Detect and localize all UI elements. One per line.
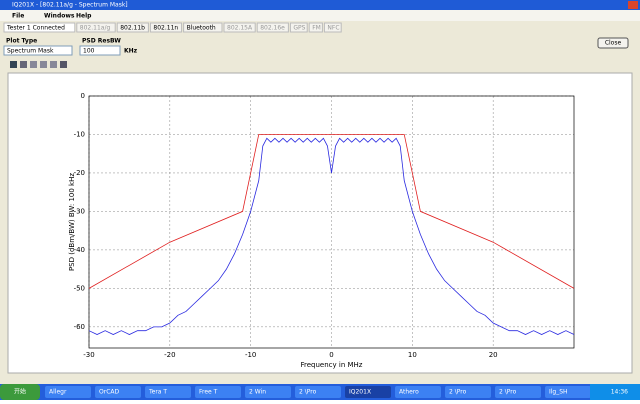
tab-label: 802.15A: [227, 25, 253, 32]
x-tick-label: 0: [329, 351, 333, 359]
tab-label: 802.11n: [153, 25, 178, 32]
tool-icon[interactable]: [50, 61, 57, 68]
menu-bar: [0, 10, 640, 21]
task-label: Allegr: [49, 389, 67, 396]
menu-item[interactable]: Windows: [44, 13, 75, 20]
task-button[interactable]: [545, 386, 591, 398]
task-label: 2 \Pro: [299, 389, 317, 396]
task-button[interactable]: [45, 386, 91, 398]
close-button[interactable]: [597, 37, 629, 49]
tool-icon[interactable]: [10, 61, 17, 68]
y-tick-label: 0: [81, 92, 85, 100]
tab-label: 802.11b: [120, 25, 145, 32]
task-label: 2 \Pro: [449, 389, 467, 396]
y-tick-label: -10: [74, 130, 85, 138]
tab-label: FM: [312, 25, 321, 32]
x-tick-label: 20: [489, 351, 498, 359]
x-axis-label: Frequency in MHz: [301, 361, 363, 369]
input-value: 100: [83, 48, 95, 55]
menu-item[interactable]: Help: [76, 13, 92, 20]
tab[interactable]: [323, 22, 342, 33]
tab-label: NFC: [327, 25, 339, 32]
tab[interactable]: [223, 22, 256, 33]
x-tick-label: -10: [245, 351, 256, 359]
y-tick-label: -40: [74, 246, 85, 254]
tool-icon[interactable]: [60, 61, 67, 68]
tab[interactable]: [256, 22, 289, 33]
tab[interactable]: [149, 22, 183, 33]
select-value: Spectrum Mask: [7, 48, 54, 55]
tab[interactable]: [3, 22, 76, 33]
tab-label: Bluetooth: [187, 25, 216, 32]
y-tick-label: -60: [74, 323, 85, 331]
series-line: [88, 134, 575, 289]
task-label: 2 \Pro: [499, 389, 517, 396]
plot-frame: [88, 95, 575, 349]
task-button[interactable]: [395, 386, 441, 398]
x-tick-label: 10: [408, 351, 417, 359]
task-button[interactable]: [95, 386, 141, 398]
plot-type-select[interactable]: [3, 45, 73, 56]
tab[interactable]: [76, 22, 116, 33]
task-label: Tera T: [148, 389, 167, 396]
task-button[interactable]: [295, 386, 341, 398]
toolbar: [10, 61, 67, 68]
task-label: IQ201X: [349, 389, 371, 396]
button-label: Close: [605, 40, 622, 47]
start-button[interactable]: [0, 384, 40, 400]
task-button[interactable]: [145, 386, 191, 398]
tab-label: 802.16e: [260, 25, 285, 32]
close-icon[interactable]: [628, 1, 638, 9]
tab[interactable]: [183, 22, 223, 33]
tool-icon[interactable]: [30, 61, 37, 68]
task-label: OrCAD: [99, 389, 119, 396]
clock: 14:36: [611, 389, 628, 396]
tab[interactable]: [308, 22, 323, 33]
task-label: Athero: [399, 389, 419, 396]
title-bar: [0, 0, 640, 10]
tool-icon[interactable]: [40, 61, 47, 68]
tab[interactable]: [116, 22, 149, 33]
task-button[interactable]: [445, 386, 491, 398]
label: PSD ResBW: [82, 38, 121, 45]
x-tick-label: -30: [83, 351, 94, 359]
unit: KHz: [124, 48, 138, 55]
resbw-input[interactable]: [79, 45, 121, 56]
task-label: Ilg_SH: [549, 389, 568, 396]
task-button[interactable]: [245, 386, 291, 398]
tab[interactable]: [289, 22, 308, 33]
tab-label: GPS: [293, 25, 305, 32]
task-label: 2 Win: [249, 389, 266, 396]
x-tick-label: -20: [164, 351, 175, 359]
tab-label: Tester 1 Connected: [6, 25, 65, 32]
window-title: IQ201X - [802.11a/g - Spectrum Mask]: [12, 2, 128, 9]
task-button[interactable]: [195, 386, 241, 398]
menu-item[interactable]: File: [12, 13, 24, 20]
start-label: 开始: [14, 388, 26, 396]
label: Plot Type: [6, 38, 37, 45]
tray: [590, 384, 640, 400]
y-tick-label: -50: [74, 284, 85, 292]
chart-panel: [7, 72, 633, 374]
tab-label: 802.11a/g: [80, 25, 111, 32]
task-label: Free T: [199, 389, 218, 396]
y-axis-label: PSD (dBm/BW) BW: 100 kHz: [68, 173, 76, 271]
y-tick-label: -30: [74, 207, 85, 215]
task-button[interactable]: [345, 386, 391, 398]
series-line: [88, 137, 575, 335]
tool-icon[interactable]: [20, 61, 27, 68]
task-button[interactable]: [495, 386, 541, 398]
y-tick-label: -20: [74, 169, 85, 177]
